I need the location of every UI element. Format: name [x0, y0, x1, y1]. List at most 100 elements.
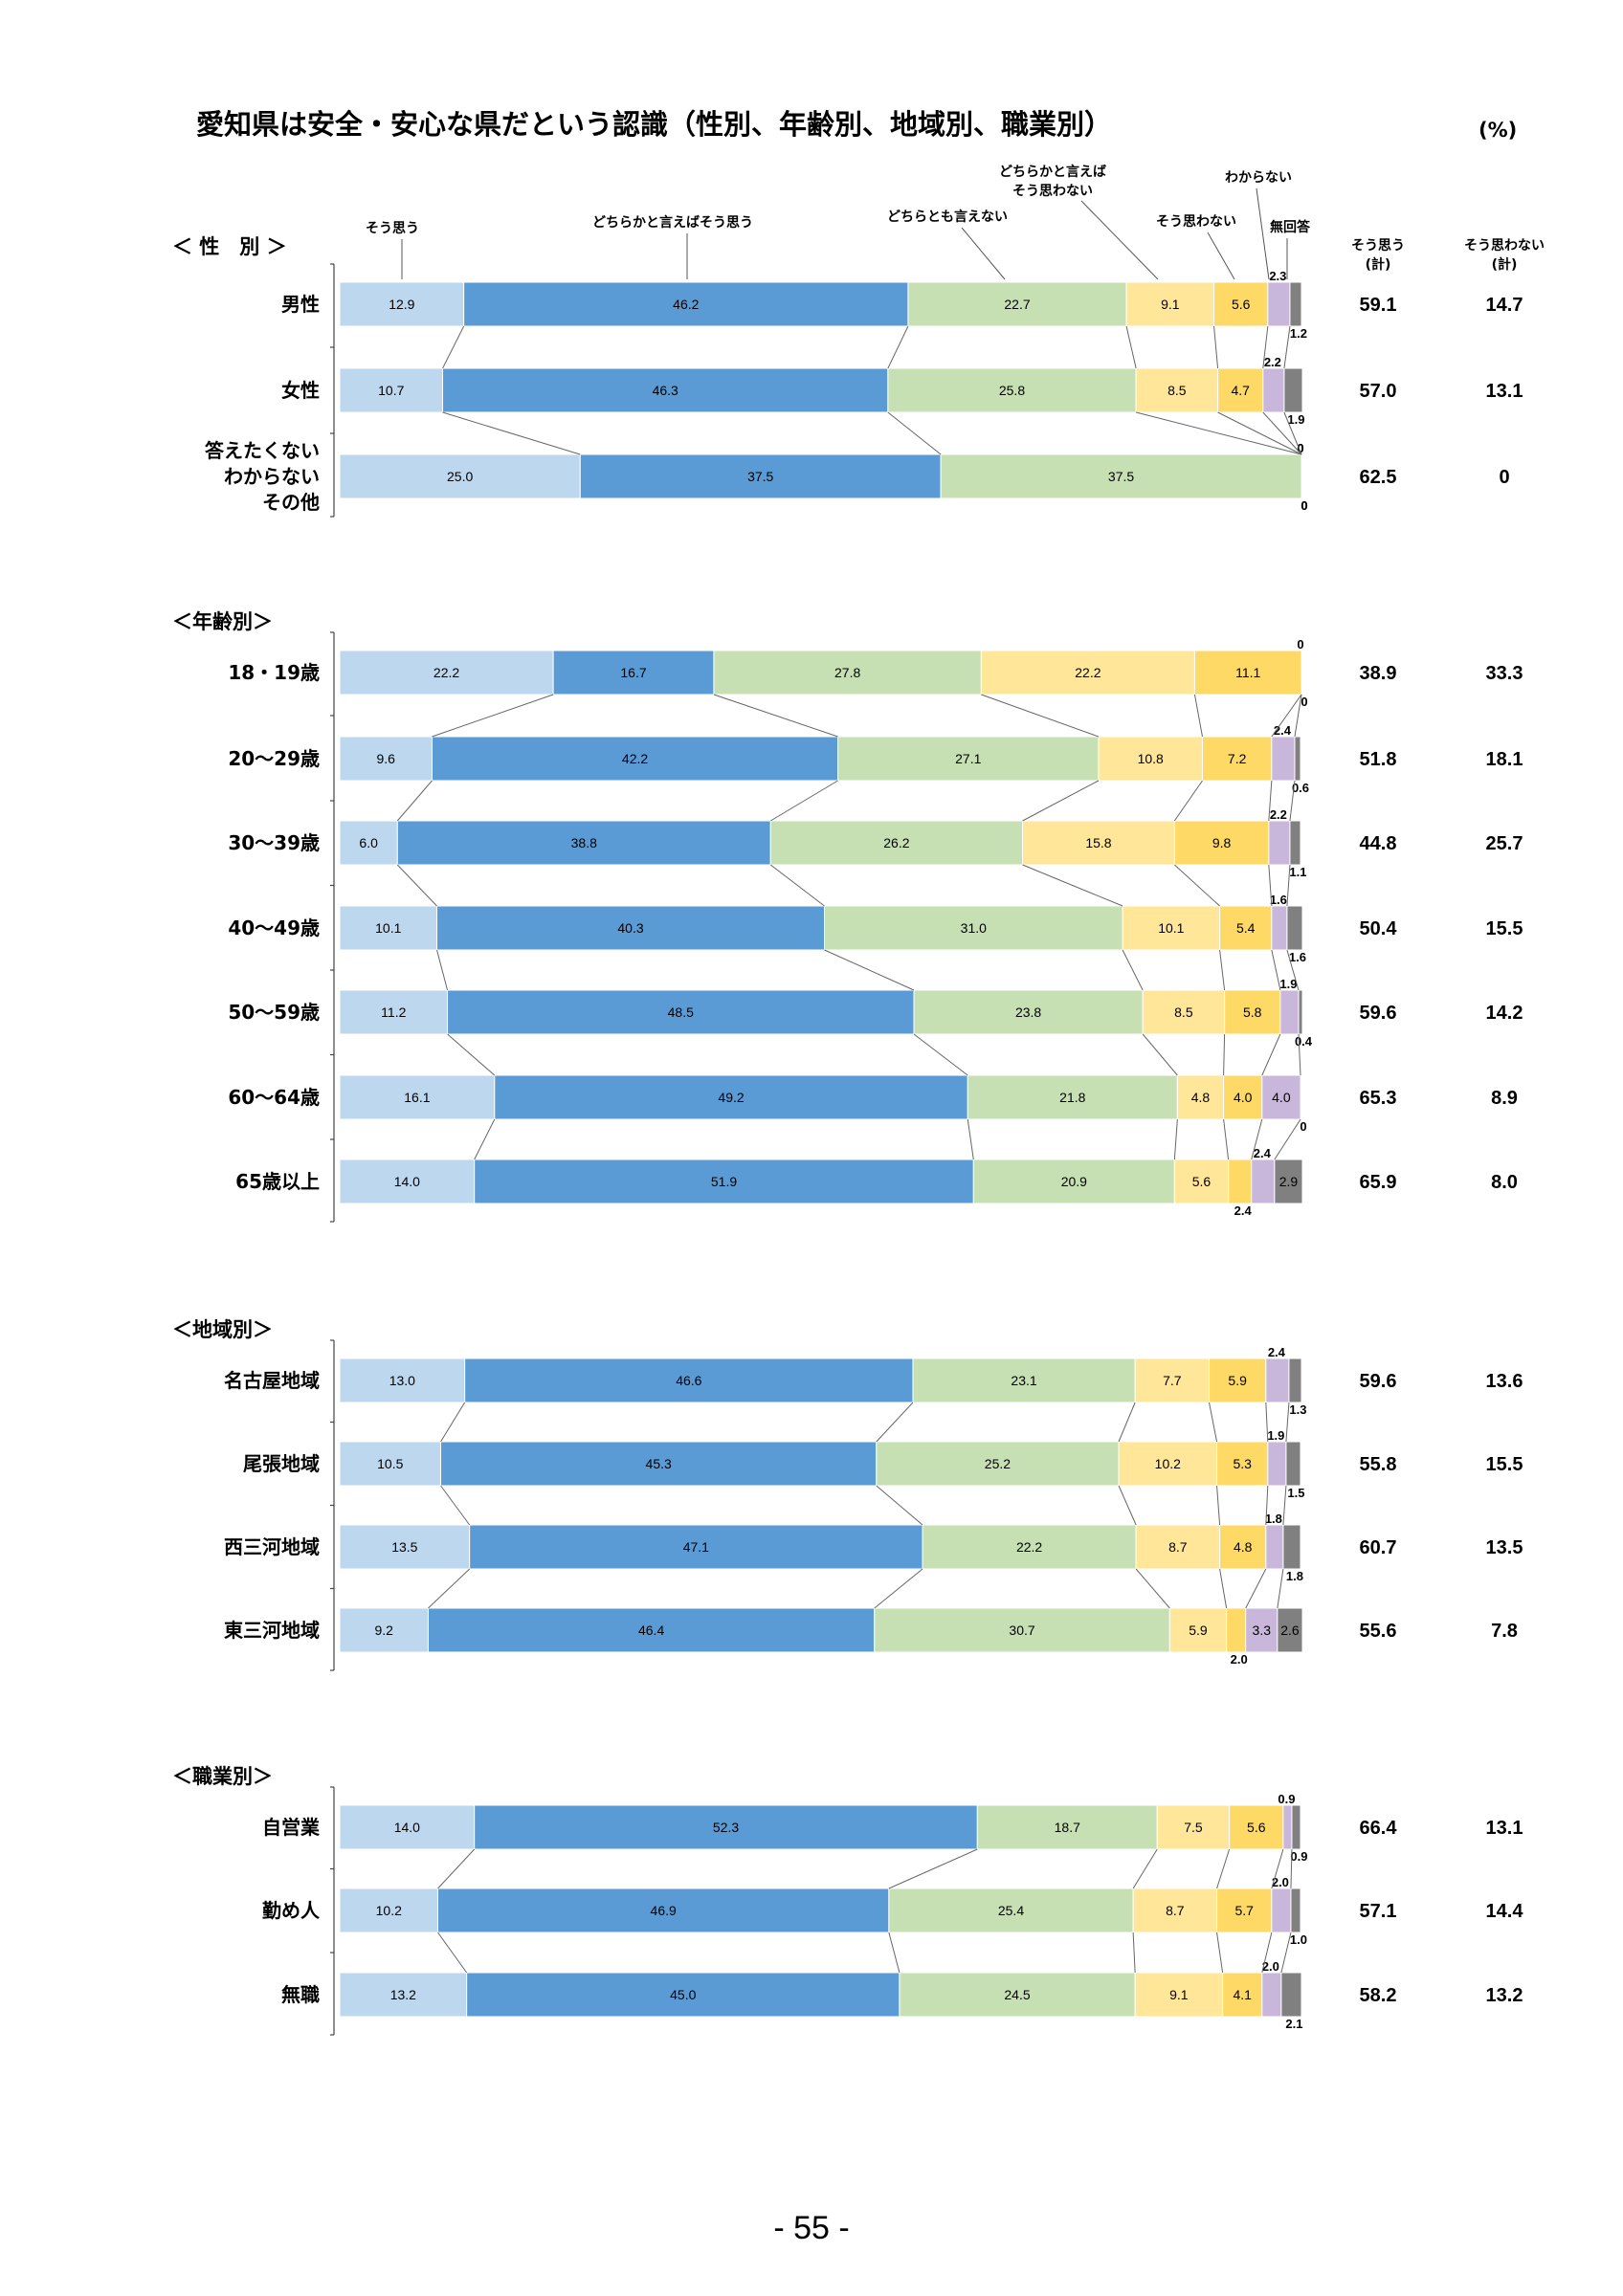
group-heading: ＜年齢別＞ [172, 610, 273, 633]
data-label: 24.5 [1004, 1987, 1030, 2002]
bar-segment [1216, 1888, 1273, 1933]
bar-segment [1271, 905, 1288, 951]
data-label: 48.5 [668, 1004, 694, 1020]
data-label: 1.2 [1290, 326, 1307, 341]
data-label: 2.0 [1272, 1875, 1289, 1889]
connector-line [1289, 780, 1296, 822]
connector-line [1223, 1118, 1230, 1160]
row-label: 無職 [281, 1983, 320, 2006]
disagree-total: 8.9 [1491, 1088, 1518, 1109]
connector-line [1209, 1402, 1218, 1443]
legend-neither-leader [961, 227, 1006, 280]
legend-agree: そう思う [366, 221, 419, 236]
legend-dont-know-leader [1256, 188, 1270, 280]
bar-segment [1132, 1888, 1218, 1933]
data-label: 46.3 [653, 383, 678, 398]
disagree-total: 7.8 [1491, 1621, 1518, 1642]
data-label: 7.7 [1163, 1373, 1182, 1388]
disagree-total: 8.0 [1491, 1172, 1518, 1193]
bar-segment [1285, 1441, 1301, 1487]
data-label: 9.8 [1212, 835, 1232, 850]
connector-line [1118, 1485, 1137, 1526]
bar-segment [888, 1888, 1134, 1933]
data-label: 4.8 [1234, 1539, 1253, 1555]
connector-line [1265, 1485, 1269, 1526]
bar-segment [1294, 736, 1301, 782]
data-label: 0 [1301, 498, 1307, 513]
data-label: 0.6 [1292, 781, 1309, 795]
data-label: 21.8 [1059, 1090, 1085, 1105]
agree-total: 57.0 [1360, 381, 1397, 402]
data-label: 7.5 [1184, 1820, 1203, 1835]
bar-segment [1261, 1972, 1282, 2018]
bar-segment [1289, 281, 1302, 327]
connector-line [1219, 949, 1226, 991]
connector-line [1285, 1402, 1290, 1443]
disagree-total: 13.5 [1486, 1537, 1523, 1558]
agree-total: 59.6 [1360, 1371, 1397, 1392]
bar-segment [1267, 1441, 1287, 1487]
data-label: 11.2 [381, 1004, 406, 1020]
bar-segment [1173, 820, 1270, 866]
data-label: 1.0 [1290, 1932, 1307, 1947]
data-label: 4.0 [1234, 1090, 1253, 1105]
bar-segment [339, 453, 581, 499]
data-label: 25.4 [998, 1903, 1024, 1918]
bar-segment [494, 1074, 968, 1120]
data-label: 4.0 [1272, 1090, 1291, 1105]
bar-segment [339, 1524, 471, 1570]
bar-segment [339, 1607, 429, 1653]
connector-line [887, 411, 942, 455]
group-heading: ＜地域別＞ [172, 1318, 273, 1341]
connector-line [1298, 1033, 1301, 1076]
data-label: 45.3 [646, 1456, 672, 1471]
data-label: 1.6 [1270, 893, 1287, 907]
bar-segment [837, 736, 1100, 782]
connector-line [440, 1485, 471, 1526]
data-label: 10.5 [377, 1456, 403, 1471]
data-label: 22.2 [1075, 665, 1101, 680]
data-label: 1.9 [1279, 977, 1297, 991]
data-label: 1.9 [1287, 412, 1304, 427]
bar-segment [1289, 820, 1301, 866]
data-label: 14.0 [394, 1820, 420, 1835]
data-label: 2.4 [1234, 1203, 1253, 1218]
bar-segment [1219, 1524, 1267, 1570]
data-label: 46.2 [673, 297, 699, 312]
data-label: 30.7 [1009, 1623, 1034, 1638]
bar-segment [440, 1441, 878, 1487]
data-label: 0 [1297, 441, 1303, 455]
agree-total: 38.9 [1360, 663, 1397, 684]
data-label: 2.0 [1262, 1959, 1279, 1974]
data-label: 22.2 [434, 665, 459, 680]
row-label: 20～29歳 [228, 747, 320, 770]
row-label: 50～59歳 [228, 1001, 320, 1024]
data-label: 7.2 [1228, 751, 1247, 766]
data-label: 1.5 [1287, 1486, 1304, 1500]
unit-label: (%) [1478, 119, 1517, 142]
data-label: 2.2 [1270, 807, 1287, 822]
row-label: 18・19歳 [228, 661, 320, 684]
bar-segment [1222, 1972, 1263, 2018]
connector-line [1213, 325, 1219, 369]
data-label: 10.2 [1155, 1456, 1181, 1471]
bar-segment [980, 650, 1195, 695]
row-label: 60～64歳 [228, 1086, 320, 1109]
data-label: 5.3 [1233, 1456, 1252, 1471]
data-label: 13.5 [391, 1539, 417, 1555]
data-label: 40.3 [617, 920, 643, 936]
data-label: 4.7 [1231, 383, 1250, 398]
row-label: わからない [224, 465, 320, 488]
disagree-total: 13.1 [1486, 1818, 1523, 1839]
data-label: 2.3 [1269, 269, 1286, 283]
data-label: 27.1 [955, 751, 981, 766]
connector-line [1216, 1848, 1231, 1889]
bar-segment [1271, 1888, 1292, 1933]
bar-segment [876, 1441, 1120, 1487]
disagree-total: 33.3 [1486, 663, 1523, 684]
agree-total: 50.4 [1360, 918, 1398, 939]
bar-segment [1168, 1607, 1228, 1653]
connector-line [1125, 325, 1137, 369]
data-label: 10.7 [378, 383, 404, 398]
legend-disagree: そう思わない [1156, 214, 1236, 230]
